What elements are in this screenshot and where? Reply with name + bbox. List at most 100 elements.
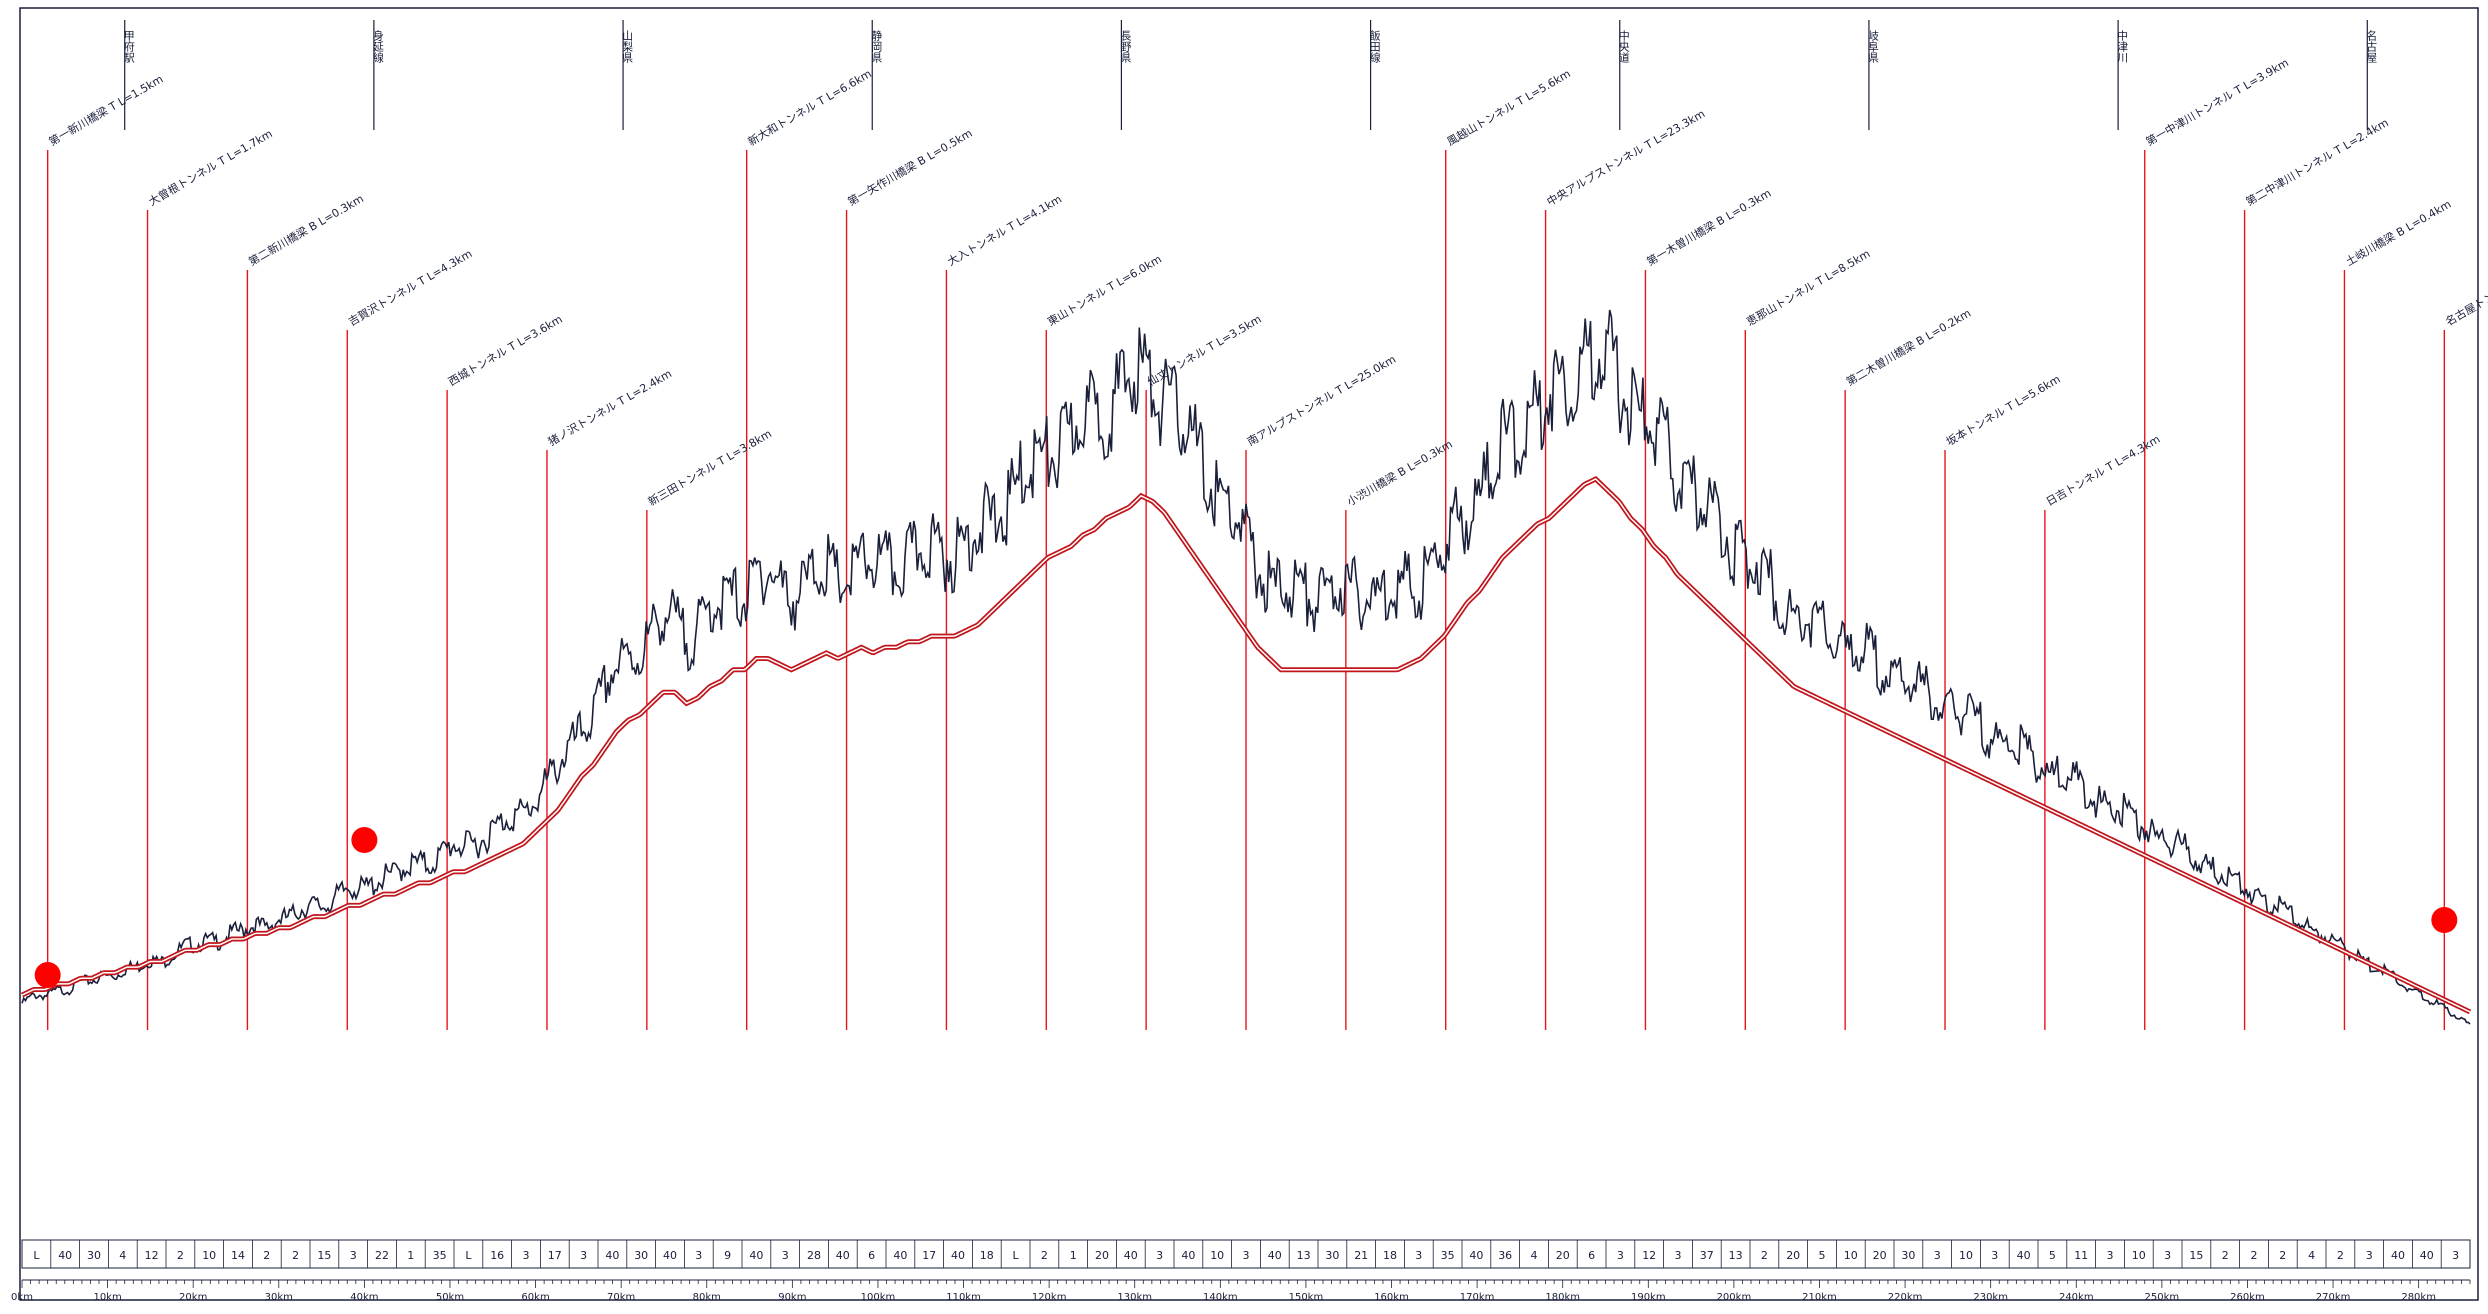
km-label: 210km [1802, 1292, 1837, 1303]
gradient-label: 10 [1210, 1249, 1224, 1262]
structure-label: 第一中津川トンネル T L=3.9km [2143, 55, 2291, 148]
upper-labels: 甲府駅 身延線 山梨県 静岡県 長野県 飯田線 中央道 岐阜県 中津川 名古屋 [122, 20, 2378, 130]
gradient-label: 20 [1786, 1249, 1800, 1262]
structure-label: 第一矢作川橋梁 B L=0.5km [845, 126, 975, 209]
gradient-label: 4 [1531, 1249, 1538, 1262]
km-label: 150km [1289, 1292, 1324, 1303]
km-label: 60km [521, 1292, 549, 1303]
gradient-label: 1 [1070, 1249, 1077, 1262]
km-label: 270km [2316, 1292, 2351, 1303]
gradient-label: 2 [292, 1249, 299, 1262]
gradient-label: 3 [1934, 1249, 1941, 1262]
station-dot [351, 827, 378, 853]
gradient-label: 4 [119, 1249, 126, 1262]
frame [19, 7, 2479, 1301]
gradient-label: 40 [1268, 1249, 1282, 1262]
gradient-label: 2 [1761, 1249, 1768, 1262]
gradient-label: 17 [922, 1249, 936, 1262]
gradient-label: 15 [2189, 1249, 2203, 1262]
km-label: 90km [778, 1292, 806, 1303]
gradient-label: 40 [749, 1249, 763, 1262]
structure-label: 西城トンネル T L=3.6km [446, 313, 565, 389]
gradient-label: 3 [523, 1249, 530, 1262]
gradient-label: 40 [836, 1249, 850, 1262]
gradient-label: 16 [490, 1249, 504, 1262]
gradient-label: 30 [634, 1249, 648, 1262]
gradient-label: 40 [2017, 1249, 2031, 1262]
km-label: 30km [265, 1292, 293, 1303]
km-label: 170km [1460, 1292, 1495, 1303]
structure-label: 恵那山トンネル T L=8.5km [1744, 246, 1873, 328]
gradient-label: 15 [317, 1249, 331, 1262]
km-label: 10km [93, 1292, 121, 1303]
gradient-label: 4 [2308, 1249, 2315, 1262]
gradient-label: 10 [1959, 1249, 1973, 1262]
gradient-label: 10 [2132, 1249, 2146, 1262]
structure-label: 坂本トンネル T L=5.6km [1944, 372, 2063, 449]
upper-label: 甲府駅 [122, 30, 135, 64]
gradient-label: 3 [2452, 1249, 2459, 1262]
station-dot [34, 962, 61, 988]
structure-label: 名古屋トンネル T L=34.0km [2443, 243, 2488, 329]
gradient-label: 5 [1819, 1249, 1826, 1262]
km-label: 110km [946, 1292, 981, 1303]
gradient-label: 12 [145, 1249, 159, 1262]
gradient-label: 3 [1243, 1249, 1250, 1262]
gradient-label: 3 [2107, 1249, 2114, 1262]
gradient-label: 40 [1181, 1249, 1195, 1262]
gradient-label: 3 [695, 1249, 702, 1262]
gradient-label: 35 [433, 1249, 447, 1262]
gradient-label: 40 [2391, 1249, 2405, 1262]
structure-label: 第二中津川トンネル T L=2.4km [2243, 115, 2391, 208]
gradient-label: 2 [177, 1249, 184, 1262]
gradient-label: 2 [263, 1249, 270, 1262]
gradient-label: 36 [1498, 1249, 1512, 1262]
gradient-label: 35 [1441, 1249, 1455, 1262]
structure-label: 大曾根トンネル T L=1.7km [146, 126, 275, 208]
structure-label: 第一木曽川橋梁 B L=0.3km [1644, 186, 1774, 269]
gradient-label: 3 [580, 1249, 587, 1262]
upper-label: 静岡県 [870, 29, 883, 64]
upper-label: 名古屋 [2365, 29, 2378, 64]
gradient-label: 10 [202, 1249, 216, 1262]
station-dot [2431, 907, 2458, 933]
gradient-label: 30 [1325, 1249, 1339, 1262]
gradient-label: 10 [1844, 1249, 1858, 1262]
gradient-label: 2 [2222, 1249, 2229, 1262]
gradient-label: L [1013, 1249, 1020, 1262]
gradient-label: 3 [1617, 1249, 1624, 1262]
gradient-label: 20 [1556, 1249, 1570, 1262]
km-label: 140km [1203, 1292, 1238, 1303]
upper-label: 飯田線 [1368, 29, 1381, 63]
km-label: 200km [1717, 1292, 1752, 1303]
gradient-label: 13 [1297, 1249, 1311, 1262]
km-label: 160km [1374, 1292, 1409, 1303]
gradient-label: 3 [350, 1249, 357, 1262]
gradient-label: 30 [1901, 1249, 1915, 1262]
structure-label: 風越山トンネル T L=5.6km [1444, 66, 1573, 148]
gradient-label: L [465, 1249, 472, 1262]
gradient-label: 22 [375, 1249, 389, 1262]
km-label: 240km [2059, 1292, 2094, 1303]
gradient-label: 5 [2049, 1249, 2056, 1262]
km-label: 80km [693, 1292, 721, 1303]
structure-label: 猪ノ沢トンネル T L=2.4km [545, 366, 674, 448]
structure-label: 大入トンネル T L=4.1km [945, 192, 1064, 269]
km-label: 20km [179, 1292, 207, 1303]
gradient-label: 11 [2074, 1249, 2088, 1262]
gradient-label: 40 [58, 1249, 72, 1262]
km-label: 0km [11, 1292, 33, 1303]
gradient-label: 2 [1041, 1249, 1048, 1262]
upper-label: 山梨県 [621, 30, 634, 64]
structure-label: 小渋川橋梁 B L=0.3km [1344, 437, 1454, 509]
km-label: 40km [350, 1292, 378, 1303]
gradient-label: 3 [1156, 1249, 1163, 1262]
km-label: 70km [607, 1292, 635, 1303]
gradient-label: 9 [724, 1249, 731, 1262]
gradient-label: 20 [1095, 1249, 1109, 1262]
gradient-label: 13 [1729, 1249, 1743, 1262]
upper-label: 身延線 [371, 29, 384, 63]
